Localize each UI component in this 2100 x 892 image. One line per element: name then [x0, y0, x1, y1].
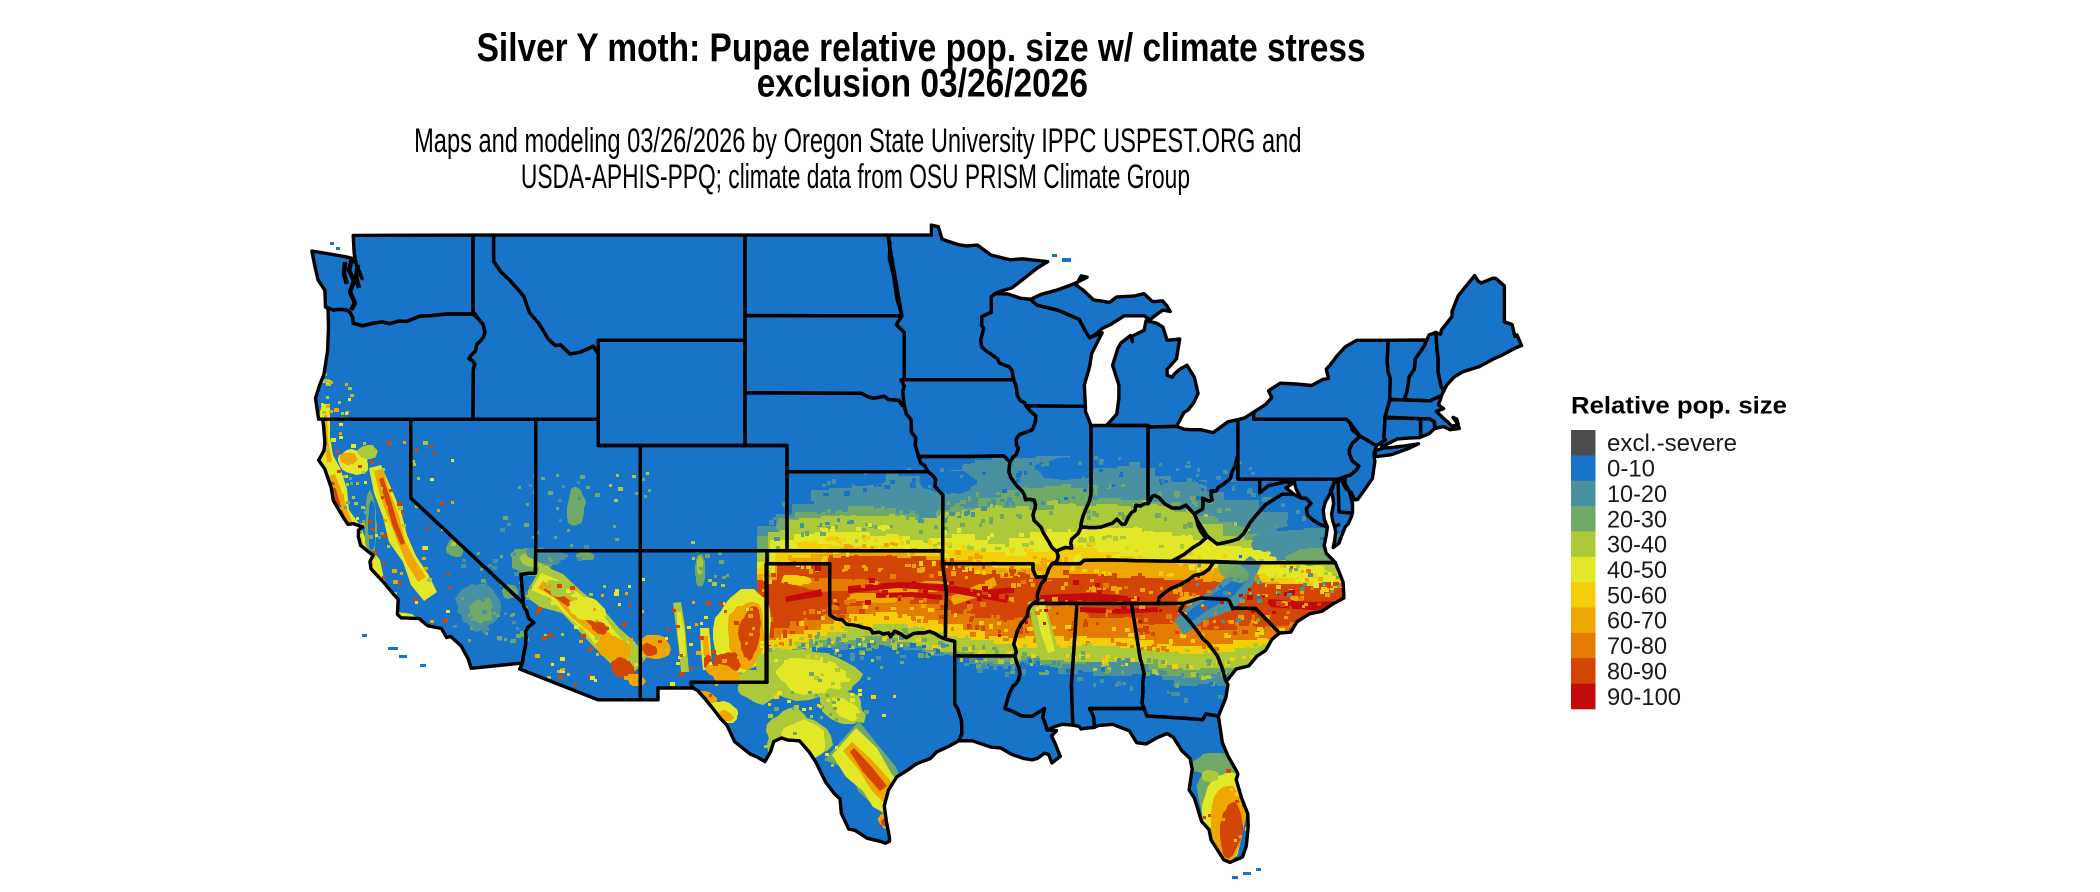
svg-text:30-40: 30-40: [1607, 532, 1667, 559]
svg-text:exclusion 03/26/2026: exclusion 03/26/2026: [757, 62, 1088, 106]
svg-text:60-70: 60-70: [1607, 608, 1667, 635]
svg-text:40-50: 40-50: [1607, 557, 1667, 584]
svg-text:Silver Y moth: Pupae relative: Silver Y moth: Pupae relative pop. size …: [477, 26, 1366, 70]
svg-text:80-90: 80-90: [1607, 658, 1667, 685]
svg-text:90-100: 90-100: [1607, 684, 1681, 711]
svg-text:Relative pop. size: Relative pop. size: [1571, 393, 1787, 420]
svg-text:Maps and modeling 03/26/2026 b: Maps and modeling 03/26/2026 by Oregon S…: [414, 122, 1301, 160]
svg-text:20-30: 20-30: [1607, 506, 1667, 533]
svg-text:50-60: 50-60: [1607, 582, 1667, 609]
svg-text:70-80: 70-80: [1607, 633, 1667, 660]
svg-text:0-10: 0-10: [1607, 456, 1655, 483]
svg-text:10-20: 10-20: [1607, 481, 1667, 508]
svg-text:USDA-APHIS-PPQ; climate data f: USDA-APHIS-PPQ; climate data from OSU PR…: [521, 158, 1190, 196]
svg-text:excl.-severe: excl.-severe: [1607, 430, 1737, 457]
